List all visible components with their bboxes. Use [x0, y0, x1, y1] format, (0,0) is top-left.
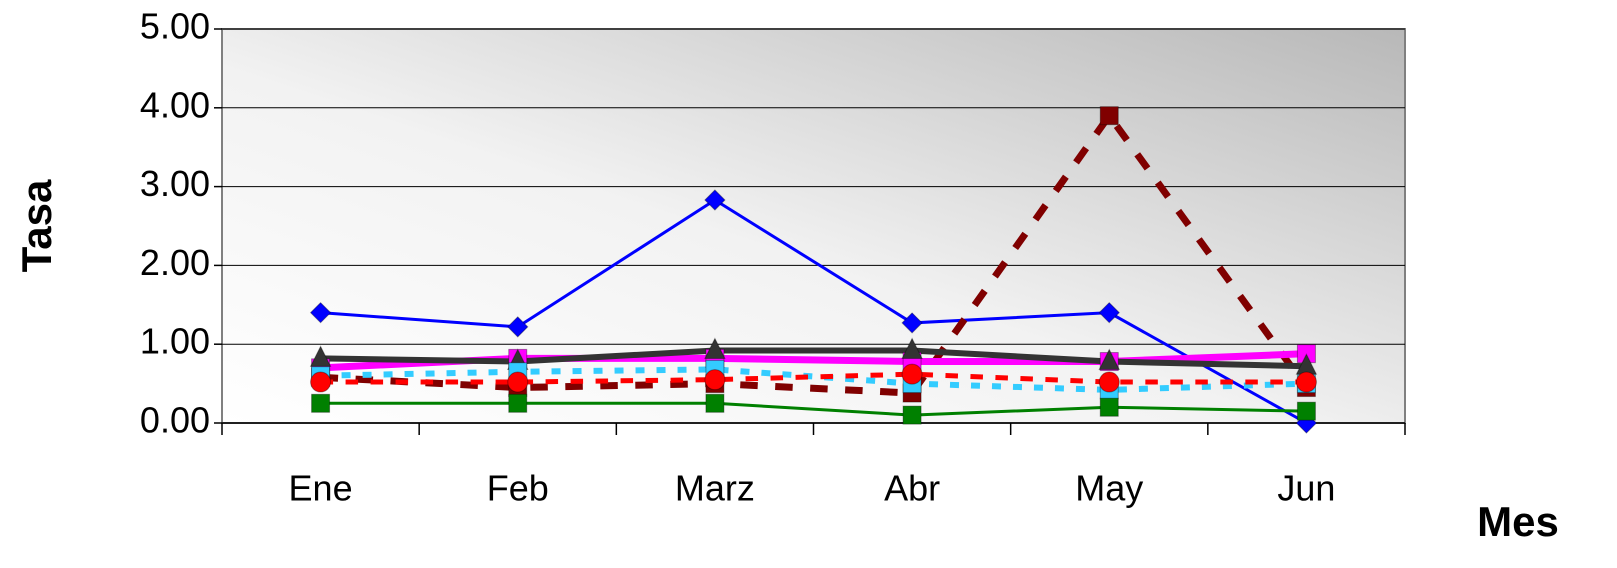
marker — [1295, 371, 1317, 393]
x-tick-label: Feb — [487, 468, 549, 509]
marker — [1099, 397, 1119, 417]
y-tick-label: 4.00 — [140, 84, 210, 125]
marker — [309, 301, 332, 324]
series-line — [320, 347, 1307, 370]
series-line — [320, 366, 1307, 393]
marker — [704, 369, 726, 391]
x-tick-label: May — [1075, 468, 1143, 509]
x-tick-label: Jun — [1277, 468, 1335, 509]
marker — [309, 345, 332, 367]
marker — [704, 189, 726, 211]
marker — [704, 337, 726, 360]
marker — [1098, 348, 1121, 371]
marker — [902, 405, 922, 425]
x-tick-label: Ene — [289, 468, 353, 509]
marker — [507, 316, 529, 338]
y-tick-label: 2.00 — [140, 242, 210, 283]
marker — [508, 393, 528, 413]
series-line — [320, 401, 1307, 417]
marker — [1098, 371, 1120, 393]
marker — [705, 393, 725, 413]
marker — [1098, 301, 1120, 324]
marker — [901, 337, 923, 360]
x-axis-title: Mes — [1477, 498, 1559, 545]
marker — [1099, 106, 1119, 126]
marker — [901, 312, 923, 334]
y-tick-label: 1.00 — [140, 321, 210, 362]
y-tick-label: 3.00 — [140, 163, 210, 204]
x-tick-label: Marz — [675, 468, 755, 509]
marker — [310, 371, 332, 393]
marker — [901, 363, 923, 385]
marker — [1296, 401, 1316, 421]
marker — [507, 371, 529, 393]
series-line — [320, 109, 1310, 397]
x-tick-label: Abr — [884, 468, 940, 509]
marker — [311, 393, 331, 413]
y-tick-label: 0.00 — [140, 400, 210, 441]
y-tick-label: 5.00 — [140, 6, 210, 47]
y-axis-title: Tasa — [13, 179, 60, 272]
series-line — [320, 198, 1308, 425]
